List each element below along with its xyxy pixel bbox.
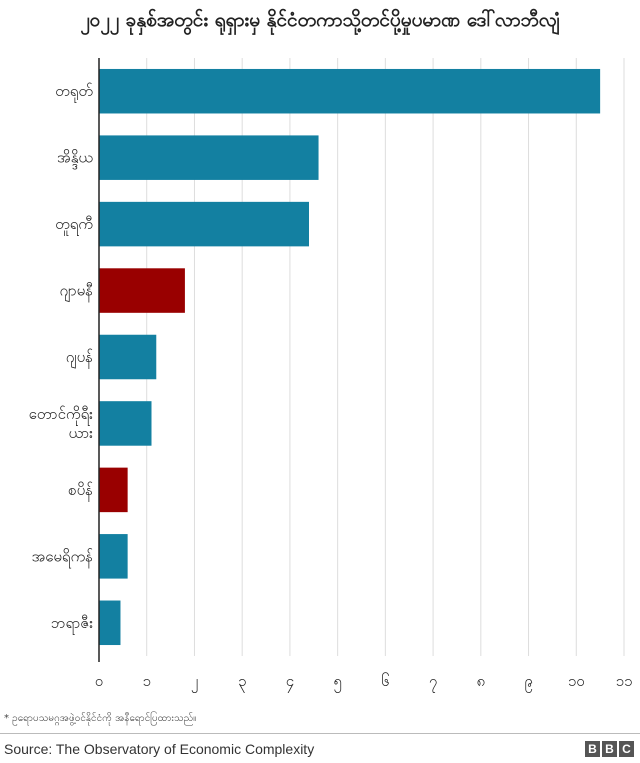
bar (99, 600, 121, 646)
category-label: ဂျာမနီ (60, 282, 93, 303)
logo-letter: B (602, 741, 617, 757)
category-label: စပိန် (68, 481, 93, 502)
bar-chart: ၀ ၁ ၂ ၃ ၄ ၅ ၆ ၇ ၈ ၉ ၁၀ ၁၁ တရုတ်အိန္ဒိယတူရကီဂျာမနီဂျပ… (29, 58, 633, 693)
x-tick-label: ၈ (477, 672, 486, 690)
category-label: ဘရာဇီး (51, 614, 93, 635)
category-label: ဂျပန် (66, 348, 93, 369)
category-label: တူရကီ (55, 215, 93, 236)
x-tick-label: ၇ (429, 672, 437, 693)
bar (99, 201, 309, 247)
bar (99, 334, 157, 380)
x-tick-label: ၂ (191, 672, 198, 693)
bar (99, 135, 319, 180)
bar (99, 268, 185, 313)
x-tick-label: ၃ (238, 672, 246, 693)
x-tick-label: ၁၀ (568, 672, 585, 690)
x-tick-label: ၆ (381, 672, 389, 690)
bbc-logo: B B C (585, 741, 634, 757)
bar (99, 401, 152, 446)
bar (99, 68, 601, 114)
divider (0, 733, 640, 734)
category-label: အမေရိကန် (31, 547, 93, 568)
logo-letter: B (585, 741, 600, 757)
bar (99, 534, 128, 579)
x-tick-label: ၀ (95, 672, 103, 690)
chart-title: ၂၀၂၂ ခုနှစ်အတွင်း ရုရှားမှ နိုင်ငံတကာသို… (80, 9, 560, 31)
x-tick-label: ၁ (143, 672, 151, 690)
x-tick-label: ၉ (524, 672, 532, 693)
logo-letter: C (619, 741, 634, 757)
bar (99, 467, 128, 513)
category-label: တရုတ် (55, 82, 93, 103)
x-tick-label: ၄ (286, 672, 294, 693)
footnote: * ဥရောပသမဂ္ဂအဖွဲ့ဝင်နိုင်ငံကို အနီရောင်ပ… (4, 713, 197, 724)
category-label: အိန္ဒိယ (57, 149, 93, 170)
x-tick-label: ၁၁ (616, 672, 633, 690)
category-label: တောင်ကိုရီးယား (29, 405, 94, 442)
source-text: Source: The Observatory of Economic Comp… (4, 741, 315, 757)
x-tick-label: ၅ (333, 672, 341, 693)
